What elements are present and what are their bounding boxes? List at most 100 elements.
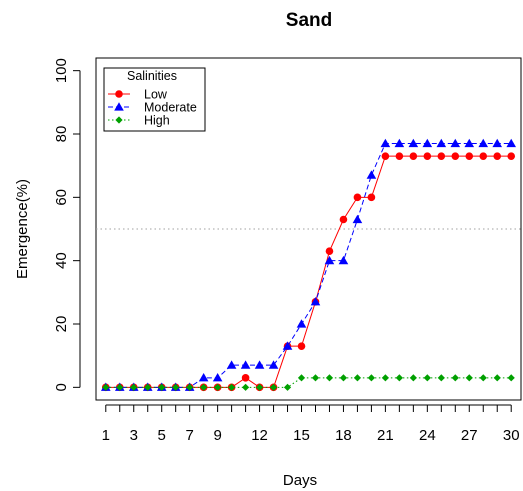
data-point-low bbox=[493, 152, 502, 160]
y-axis: 0 20 40 60 80 100 bbox=[53, 58, 81, 392]
y-tick-label: 40 bbox=[53, 252, 70, 269]
x-tick-label: 7 bbox=[185, 427, 193, 444]
x-tick-label: 21 bbox=[377, 427, 394, 444]
x-tick-label: 1 bbox=[102, 427, 110, 444]
data-point-low bbox=[507, 152, 516, 160]
y-axis-label: Emergence(%) bbox=[14, 179, 31, 279]
chart-title: Sand bbox=[286, 10, 332, 31]
data-point-moderate bbox=[338, 255, 349, 265]
data-point-low bbox=[395, 152, 404, 160]
data-point-high bbox=[241, 383, 250, 391]
data-point-high bbox=[102, 383, 110, 391]
data-point-low bbox=[409, 152, 418, 160]
data-point-high bbox=[255, 383, 264, 391]
data-point-high bbox=[479, 374, 487, 382]
data-point-high bbox=[116, 383, 124, 391]
data-point-high bbox=[381, 374, 389, 382]
data-point-high bbox=[200, 383, 208, 391]
data-point-high bbox=[367, 374, 376, 382]
series-line-moderate bbox=[105, 143, 512, 388]
data-point-low bbox=[451, 152, 460, 160]
data-point-high bbox=[269, 383, 278, 391]
data-point-moderate bbox=[394, 138, 405, 148]
legend-label-high: High bbox=[144, 114, 170, 128]
data-point-low bbox=[325, 247, 334, 255]
data-point-high bbox=[493, 374, 501, 382]
data-point-high bbox=[186, 383, 194, 391]
data-point-moderate bbox=[254, 360, 265, 369]
data-point-high bbox=[437, 374, 445, 382]
x-tick-label: 15 bbox=[293, 427, 310, 444]
series-low bbox=[101, 152, 516, 392]
data-point-low bbox=[423, 152, 432, 160]
data-point-moderate bbox=[478, 138, 489, 148]
data-point-high bbox=[409, 374, 417, 382]
data-point-high bbox=[297, 374, 306, 382]
y-tick-label: 80 bbox=[53, 126, 70, 143]
data-point-high bbox=[311, 374, 320, 382]
data-point-high bbox=[451, 374, 459, 382]
y-tick-label: 60 bbox=[53, 189, 70, 206]
data-point-low bbox=[339, 215, 348, 224]
legend-marker-low bbox=[115, 90, 123, 98]
data-point-moderate bbox=[324, 255, 335, 265]
data-point-moderate bbox=[296, 319, 307, 328]
data-point-low bbox=[241, 374, 250, 382]
series-moderate bbox=[100, 138, 517, 391]
x-tick-label: 18 bbox=[335, 427, 352, 444]
data-point-low bbox=[437, 152, 446, 160]
x-axis: 1 3 5 7 9 12 15 18 21 24 27 30 bbox=[102, 404, 520, 444]
data-point-moderate bbox=[226, 360, 237, 369]
data-point-moderate bbox=[240, 360, 251, 369]
data-point-high bbox=[130, 383, 138, 391]
x-tick-label: 27 bbox=[461, 427, 478, 444]
x-tick-label: 12 bbox=[251, 427, 268, 444]
x-tick-label: 5 bbox=[158, 427, 166, 444]
series-line-high bbox=[105, 377, 512, 388]
data-point-high bbox=[283, 383, 292, 391]
legend-title: Salinities bbox=[127, 69, 177, 83]
data-point-low bbox=[367, 193, 376, 202]
data-point-low bbox=[381, 152, 390, 160]
data-point-high bbox=[214, 383, 222, 391]
data-point-low bbox=[465, 152, 474, 160]
data-point-moderate bbox=[464, 138, 475, 148]
data-point-low bbox=[353, 193, 362, 202]
y-tick-label: 20 bbox=[53, 316, 70, 333]
data-point-moderate bbox=[422, 138, 433, 148]
x-tick-label: 9 bbox=[213, 427, 221, 444]
data-point-moderate bbox=[380, 138, 391, 148]
data-point-moderate bbox=[436, 138, 447, 148]
data-point-high bbox=[172, 383, 180, 391]
data-point-moderate bbox=[408, 138, 419, 148]
data-point-high bbox=[228, 383, 236, 391]
x-tick-label: 3 bbox=[130, 427, 138, 444]
data-point-high bbox=[423, 374, 431, 382]
series-high bbox=[102, 374, 515, 391]
data-point-moderate bbox=[492, 138, 503, 148]
data-point-moderate bbox=[352, 214, 363, 224]
legend-marker-moderate bbox=[114, 102, 124, 111]
data-point-low bbox=[297, 342, 306, 350]
data-point-high bbox=[353, 374, 362, 382]
data-point-moderate bbox=[282, 341, 293, 350]
data-point-moderate bbox=[268, 360, 279, 369]
data-point-moderate bbox=[310, 297, 321, 306]
data-point-moderate bbox=[212, 373, 223, 382]
y-tick-label: 100 bbox=[53, 58, 70, 83]
data-point-high bbox=[395, 374, 403, 382]
data-point-high bbox=[325, 374, 334, 382]
data-point-high bbox=[339, 374, 348, 382]
legend-label-moderate: Moderate bbox=[144, 101, 197, 115]
series-layer bbox=[100, 138, 517, 392]
data-point-high bbox=[158, 383, 166, 391]
y-tick-label: 0 bbox=[53, 383, 70, 391]
data-point-moderate bbox=[198, 373, 209, 382]
data-point-low bbox=[479, 152, 488, 160]
data-point-moderate bbox=[506, 138, 517, 148]
legend-label-low: Low bbox=[144, 88, 168, 102]
data-point-high bbox=[465, 374, 473, 382]
